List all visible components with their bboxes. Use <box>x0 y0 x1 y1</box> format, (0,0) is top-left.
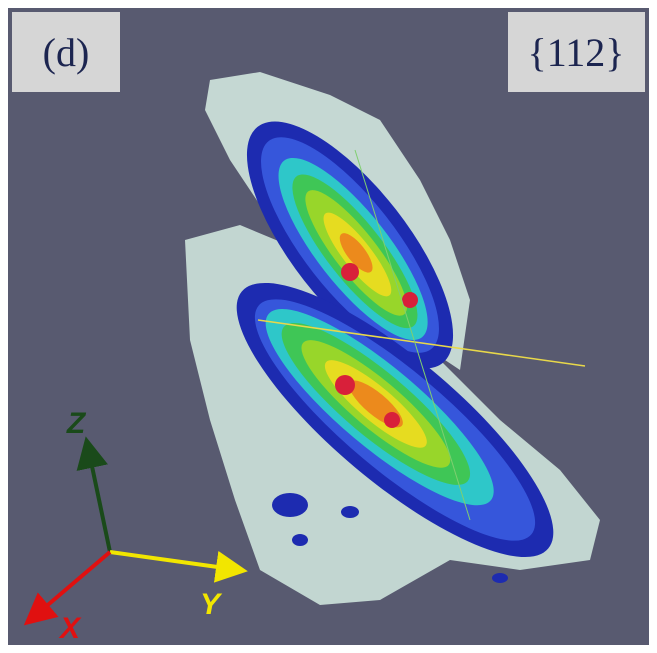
small-blob <box>292 534 308 546</box>
hotspot <box>384 412 400 428</box>
plane-label: {112} <box>528 30 625 75</box>
figure: (d) {112} Z Y X <box>0 0 657 653</box>
hotspot <box>402 292 418 308</box>
x-axis-label: X <box>58 612 82 645</box>
small-blob <box>492 573 508 583</box>
hotspot <box>341 263 359 281</box>
z-axis-label: Z <box>66 407 87 440</box>
small-blob <box>272 493 308 517</box>
hotspot <box>335 375 355 395</box>
small-blob <box>341 506 359 518</box>
y-axis-label: Y <box>200 588 223 621</box>
panel-label: (d) <box>43 30 90 75</box>
